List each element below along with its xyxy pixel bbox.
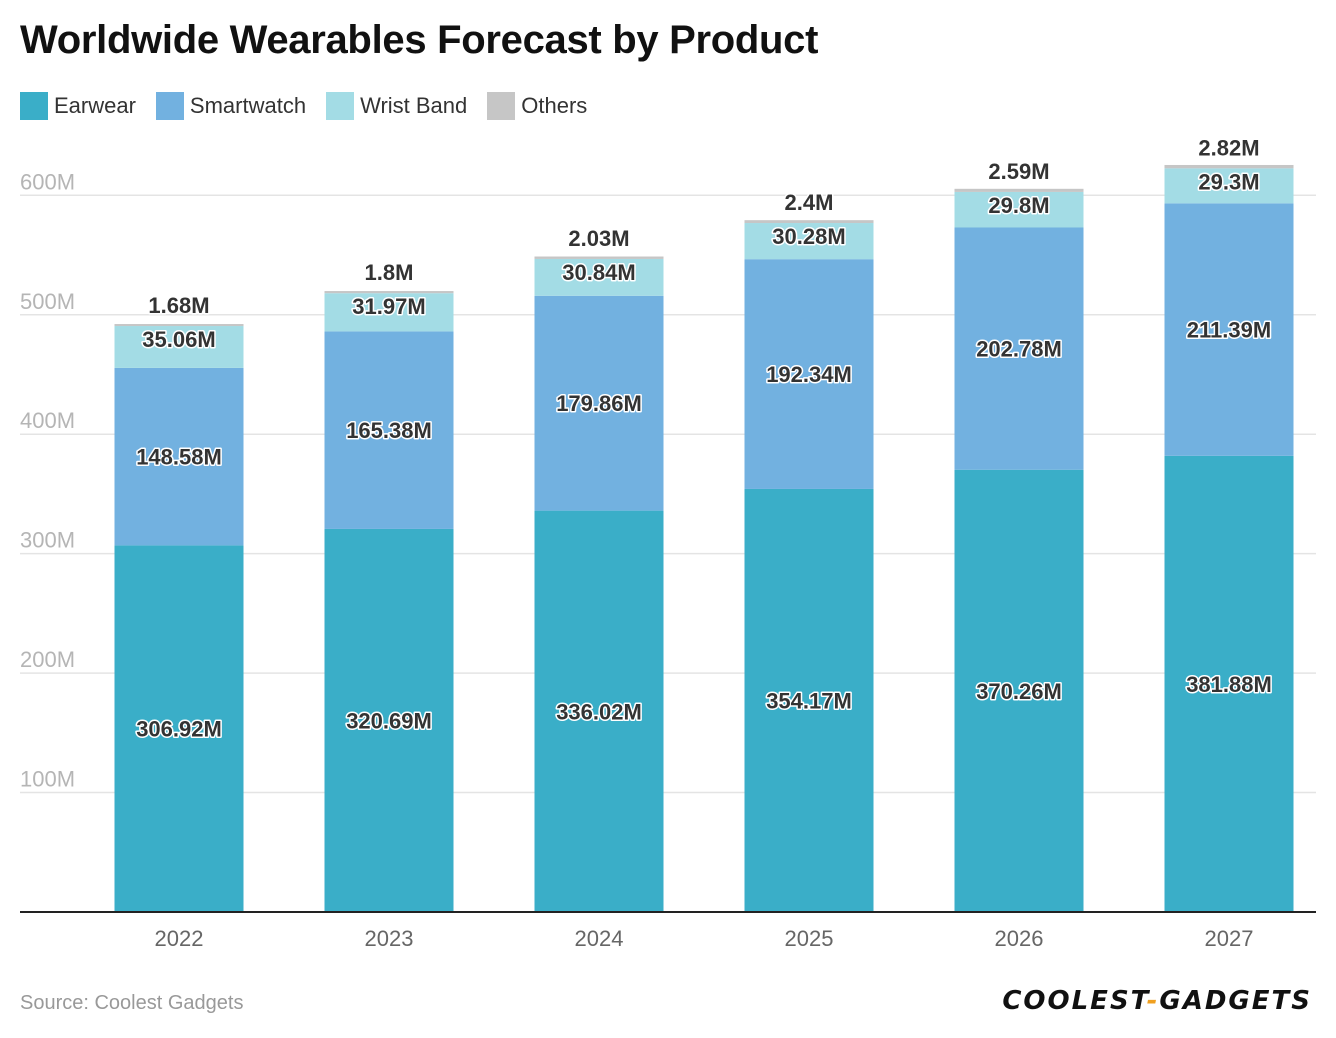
y-tick-label-600M: 600M — [20, 169, 75, 194]
coolest-gadgets-logo: COOLEST-GADGETS — [1002, 986, 1312, 1016]
bar-others-2023 — [324, 291, 454, 294]
bar-smartwatch-2026 — [954, 227, 1084, 470]
data-label-others-2026: 2.59M — [988, 159, 1049, 184]
x-tick-label-2027: 2027 — [1205, 926, 1254, 951]
bar-wrist-band-2027 — [1164, 168, 1294, 204]
legend: Earwear Smartwatch Wrist Band Others — [20, 92, 587, 120]
legend-swatch-earwear — [20, 92, 48, 120]
source-note: Source: Coolest Gadgets — [20, 992, 244, 1014]
bar-others-2024 — [534, 256, 664, 259]
data-label-smartwatch-2027: 211.39M — [1187, 318, 1271, 343]
bar-earwear-2026 — [954, 469, 1084, 912]
logo-dash: - — [1146, 986, 1160, 1016]
data-label-wrist-band-2027: 29.3M — [1198, 169, 1259, 194]
data-label-others-2027: 2.82M — [1198, 135, 1259, 160]
data-label-earwear-2026: 370.26M — [976, 679, 1062, 704]
bar-others-2026 — [954, 188, 1084, 192]
legend-swatch-wrist-band — [326, 92, 355, 120]
data-label-wrist-band-2024: 30.84M — [562, 260, 635, 285]
bar-wrist-band-2024 — [534, 258, 664, 296]
data-label-wrist-band-2026: 29.8M — [988, 193, 1049, 218]
bar-wrist-band-2022 — [114, 326, 244, 368]
legend-label-earwear: Earwear — [54, 93, 136, 118]
x-tick-label-2026: 2026 — [995, 926, 1044, 951]
y-tick-label-300M: 300M — [20, 528, 75, 553]
bar-wrist-band-2025 — [744, 223, 874, 260]
y-tick-label-400M: 400M — [20, 408, 75, 433]
bar-smartwatch-2025 — [744, 259, 874, 489]
bar-others-2027 — [1164, 164, 1294, 169]
data-label-wrist-band-2022: 35.06M — [142, 327, 215, 352]
data-label-others-2024: 2.03M — [568, 226, 629, 251]
legend-item-earwear: Earwear — [20, 92, 136, 120]
legend-item-wrist-band: Wrist Band — [326, 92, 467, 120]
data-label-others-2025: 2.4M — [785, 190, 834, 215]
bar-smartwatch-2027 — [1164, 203, 1294, 456]
y-tick-label-500M: 500M — [20, 289, 75, 314]
legend-label-smartwatch: Smartwatch — [189, 93, 307, 118]
bar-wrist-band-2023 — [324, 293, 454, 332]
logo-text-gadgets: GADGETS — [1159, 986, 1312, 1016]
data-label-wrist-band-2023: 31.97M — [352, 294, 425, 319]
legend-swatch-smartwatch — [155, 92, 184, 120]
x-tick-label-2024: 2024 — [575, 926, 624, 951]
data-label-wrist-band-2025: 30.28M — [772, 224, 845, 249]
data-label-earwear-2024: 336.02M — [556, 699, 642, 724]
bar-smartwatch-2023 — [324, 331, 454, 529]
data-label-earwear-2022: 306.92M — [136, 717, 222, 742]
bar-earwear-2023 — [324, 528, 454, 912]
data-label-smartwatch-2024: 179.86M — [556, 391, 642, 416]
bar-earwear-2022 — [114, 545, 244, 912]
data-label-earwear-2025: 354.17M — [766, 688, 852, 713]
data-label-others-2022: 1.68M — [148, 293, 209, 318]
data-label-earwear-2027: 381.88M — [1186, 672, 1272, 697]
data-label-smartwatch-2022: 148.58M — [136, 445, 222, 470]
logo-text-coolest: COOLEST — [1002, 986, 1147, 1016]
x-tick-label-2022: 2022 — [155, 926, 204, 951]
bar-earwear-2024 — [534, 510, 664, 912]
legend-label-wrist-band: Wrist Band — [360, 93, 468, 118]
chart-title: Worldwide Wearables Forecast by Product — [20, 18, 819, 62]
x-tick-label-2025: 2025 — [785, 926, 834, 951]
bar-earwear-2027 — [1164, 455, 1294, 912]
legend-item-others: Others — [487, 92, 587, 120]
data-label-others-2023: 1.8M — [365, 260, 414, 285]
x-tick-label-2023: 2023 — [365, 926, 414, 951]
legend-swatch-others — [487, 92, 516, 120]
bar-wrist-band-2026 — [954, 191, 1084, 228]
bar-others-2022 — [114, 324, 244, 327]
bar-earwear-2025 — [744, 488, 874, 912]
bar-others-2025 — [744, 220, 874, 224]
y-tick-label-100M: 100M — [20, 767, 75, 792]
data-label-smartwatch-2026: 202.78M — [976, 337, 1062, 362]
y-tick-label-200M: 200M — [20, 647, 75, 672]
data-label-earwear-2023: 320.69M — [346, 708, 432, 733]
data-label-smartwatch-2025: 192.34M — [766, 362, 852, 387]
bar-smartwatch-2022 — [114, 367, 244, 546]
legend-item-smartwatch: Smartwatch — [155, 92, 307, 120]
legend-label-others: Others — [521, 93, 588, 118]
data-label-smartwatch-2023: 165.38M — [346, 418, 432, 443]
bar-smartwatch-2024 — [534, 295, 664, 511]
